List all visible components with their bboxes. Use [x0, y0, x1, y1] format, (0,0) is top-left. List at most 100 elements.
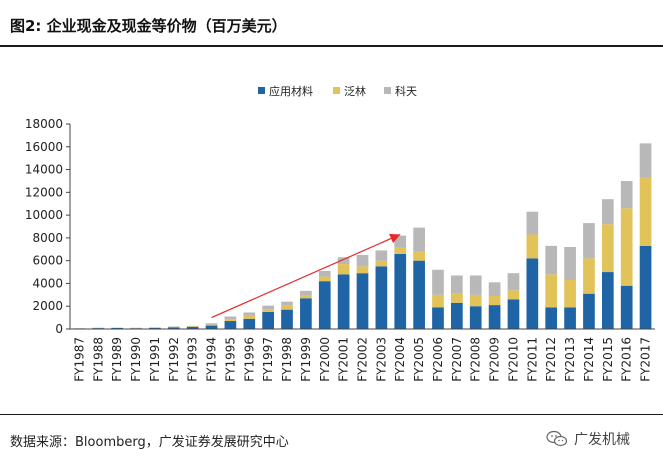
x-tick-label-2: FY1989	[110, 337, 124, 382]
bar-FY2001-0	[337, 274, 350, 329]
y-tick-label-4: 8000	[32, 231, 63, 245]
x-tick-label-25: FY2012	[544, 337, 558, 382]
bar-FY2002-1	[356, 266, 369, 274]
bar-FY2013-0	[564, 307, 576, 329]
chart-bars	[73, 143, 652, 329]
legend-swatch-2	[384, 87, 391, 94]
bar-FY2013-2	[564, 247, 576, 281]
bar-FY2012-1	[545, 274, 558, 308]
figure-header: 图2: 企业现金及现金等价物（百万美元）	[0, 0, 663, 40]
bar-FY2003-2	[375, 250, 388, 261]
x-tick-label-29: FY2016	[620, 337, 634, 382]
y-tick-label-5: 10000	[25, 208, 63, 222]
x-tick-label-8: FY1995	[223, 337, 237, 382]
bar-FY2010-2	[507, 273, 520, 291]
bar-FY1997-0	[262, 311, 274, 329]
bar-FY2009-2	[488, 282, 501, 296]
x-tick-label-27: FY2014	[582, 337, 596, 382]
bar-FY2007-2	[451, 275, 463, 294]
bar-FY1995-1	[224, 319, 237, 322]
bar-FY1997-1	[262, 309, 274, 312]
bar-FY1989-0	[111, 327, 124, 329]
chart-legend: 应用材料 泛林 科天	[258, 84, 417, 98]
bar-FY2011-2	[526, 211, 539, 235]
source-note: 数据来源：Bloomberg，广发证券发展研究中心	[10, 435, 289, 450]
bar-FY2007-1	[451, 293, 463, 303]
y-tick-label-8: 16000	[25, 140, 63, 154]
bar-FY2001-1	[337, 264, 350, 275]
bar-FY1996-1	[243, 315, 256, 319]
bar-FY2006-2	[432, 269, 444, 295]
bar-FY2003-1	[375, 260, 388, 267]
top-divider	[0, 45, 663, 47]
bar-FY1998-0	[281, 309, 293, 329]
bar-FY2006-1	[432, 294, 444, 308]
bar-FY1994-0	[205, 325, 218, 329]
bar-FY2016-1	[620, 208, 633, 286]
bar-FY2014-1	[583, 258, 595, 294]
bar-FY2010-0	[507, 299, 520, 329]
x-tick-label-0: FY1987	[72, 337, 86, 382]
bar-FY2012-0	[545, 307, 558, 329]
x-tick-label-10: FY1997	[261, 337, 275, 382]
bar-FY1998-2	[281, 301, 293, 306]
legend-label-0: 应用材料	[269, 84, 313, 98]
stacked-bar-chart: 应用材料 泛林 科天 0 2000 4000 6000 8000 10000 12000 1400…	[25, 84, 655, 382]
bar-FY2016-0	[620, 285, 633, 329]
x-tick-label-28: FY2015	[601, 337, 615, 382]
x-tick-label-30: FY2017	[639, 337, 653, 382]
bar-FY1999-2	[300, 290, 312, 296]
figure-title: 图2: 企业现金及现金等价物（百万美元）	[10, 17, 287, 35]
bar-FY2005-1	[413, 251, 425, 261]
watermark: 广发机械	[546, 428, 630, 450]
x-tick-label-18: FY2005	[412, 337, 426, 382]
y-tick-label-2: 4000	[32, 276, 63, 290]
bar-FY1996-0	[243, 318, 256, 329]
bar-FY1993-0	[186, 326, 199, 329]
trend-arrow-head-0	[389, 233, 401, 244]
trend-arrow-line-0	[211, 233, 401, 319]
y-tick-label-7: 14000	[25, 163, 63, 177]
wechat-icon	[546, 430, 568, 447]
legend-label-1: 泛林	[344, 84, 366, 98]
bar-FY2004-2	[394, 235, 407, 247]
bottom-divider	[0, 414, 663, 415]
y-axis: 0 2000 4000 6000 8000 10000 12000 14000 16000 180…	[25, 117, 71, 336]
x-tick-label-14: FY2001	[337, 337, 351, 382]
x-tick-label-5: FY1992	[167, 337, 181, 382]
bar-FY2004-0	[394, 253, 407, 329]
bar-FY2002-2	[356, 254, 369, 267]
bar-FY2015-1	[601, 224, 614, 273]
y-tick-label-9: 18000	[25, 117, 63, 131]
bar-FY1992-0	[167, 327, 180, 329]
bar-FY2012-2	[545, 245, 558, 275]
bar-FY2008-1	[469, 294, 482, 307]
bar-FY2004-1	[394, 247, 407, 254]
bar-FY1993-1	[186, 326, 199, 327]
bar-FY2010-1	[507, 290, 520, 300]
bar-FY1999-0	[300, 298, 312, 329]
legend-swatch-0	[258, 87, 265, 94]
bar-FY1991-0	[149, 327, 161, 329]
bar-FY2014-0	[583, 293, 595, 329]
bar-FY2002-0	[356, 273, 369, 329]
bar-FY1994-1	[205, 324, 218, 326]
bar-FY2016-2	[620, 180, 633, 209]
x-tick-label-23: FY2010	[506, 337, 520, 382]
bar-FY2015-2	[601, 199, 614, 225]
x-tick-label-20: FY2007	[450, 337, 464, 382]
x-tick-label-1: FY1988	[91, 337, 105, 382]
bar-FY2017-2	[639, 143, 652, 178]
chart-annotations	[211, 233, 401, 319]
x-tick-label-21: FY2008	[469, 337, 483, 382]
x-tick-label-15: FY2002	[356, 337, 370, 382]
x-tick-label-12: FY1999	[299, 337, 313, 382]
bar-FY2014-2	[583, 223, 595, 259]
bar-FY1998-1	[281, 305, 293, 310]
legend-label-2: 科天	[395, 84, 417, 98]
x-tick-label-13: FY2000	[318, 337, 332, 382]
bar-FY2003-0	[375, 266, 388, 329]
x-tick-label-24: FY2011	[525, 337, 539, 382]
x-tick-label-4: FY1991	[148, 337, 162, 382]
bar-FY1995-2	[224, 316, 237, 320]
